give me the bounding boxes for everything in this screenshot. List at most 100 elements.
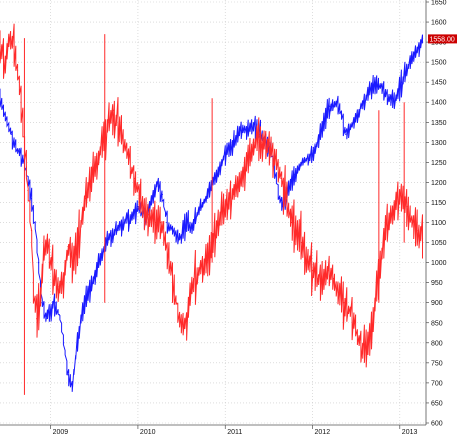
- data-point: [280, 177, 282, 180]
- data-point: [0, 101, 1, 103]
- data-point: [16, 149, 19, 151]
- y-tick-label: 1350: [431, 120, 447, 127]
- data-point: [240, 129, 242, 131]
- data-point: [306, 262, 308, 264]
- data-point: [112, 109, 115, 111]
- data-point: [275, 173, 277, 176]
- data-point: [362, 101, 364, 103]
- series-line: [0, 23, 423, 368]
- data-point: [191, 225, 193, 228]
- data-point: [76, 253, 78, 256]
- data-point: [278, 197, 280, 200]
- data-point: [76, 346, 78, 348]
- data-point: [196, 274, 198, 276]
- data-point: [380, 85, 382, 87]
- data-point: [89, 181, 91, 184]
- data-point: [9, 37, 11, 39]
- data-point: [329, 105, 331, 107]
- y-tick-label: 1250: [431, 160, 447, 167]
- data-point: [240, 181, 242, 184]
- data-point: [317, 278, 319, 280]
- data-point: [353, 322, 356, 324]
- data-point: [311, 270, 314, 272]
- data-point: [294, 173, 296, 176]
- data-point: [380, 262, 382, 264]
- data-point: [369, 89, 371, 91]
- x-tick-label: 2010: [140, 429, 156, 436]
- data-point: [80, 221, 82, 224]
- series-red: [0, 23, 424, 368]
- data-point: [390, 101, 392, 103]
- data-point: [421, 237, 424, 240]
- data-point: [27, 189, 29, 192]
- data-point: [411, 57, 413, 59]
- y-tick-label: 1100: [431, 220, 446, 227]
- y-tick-label: 1000: [431, 260, 447, 267]
- data-point: [10, 133, 12, 135]
- data-point: [176, 233, 178, 236]
- data-point: [100, 253, 102, 256]
- data-point: [34, 221, 36, 224]
- data-point: [16, 69, 19, 71]
- data-point: [247, 129, 249, 131]
- data-point: [226, 201, 228, 204]
- data-point: [247, 157, 249, 159]
- data-point: [395, 201, 397, 204]
- data-point: [133, 177, 136, 180]
- last-value-badge: [428, 34, 457, 44]
- data-point: [4, 61, 6, 63]
- data-point: [107, 237, 109, 240]
- y-tick-label: 750: [431, 360, 443, 367]
- data-point: [161, 193, 163, 196]
- data-point: [93, 278, 95, 280]
- data-point: [254, 141, 256, 143]
- data-point: [287, 189, 289, 192]
- data-point: [130, 217, 132, 220]
- data-point: [343, 302, 345, 304]
- data-point: [395, 97, 397, 99]
- data-point: [126, 153, 129, 155]
- data-point: [115, 229, 117, 232]
- data-point: [156, 181, 158, 184]
- y-tick-label: 1200: [431, 180, 447, 187]
- data-point: [332, 278, 335, 280]
- data-point: [400, 81, 403, 83]
- data-point: [32, 282, 34, 284]
- y-tick-label: 1050: [431, 240, 447, 247]
- data-point: [308, 157, 310, 159]
- data-point: [50, 310, 52, 312]
- x-tick-label: 2011: [227, 429, 242, 436]
- data-point: [416, 49, 418, 51]
- data-point: [390, 213, 392, 216]
- data-point: [175, 302, 177, 304]
- data-point: [54, 278, 56, 280]
- y-tick-label: 950: [431, 280, 443, 287]
- data-point: [253, 125, 255, 127]
- data-point: [20, 101, 22, 103]
- y-tick-label: 1300: [431, 140, 447, 147]
- data-point: [205, 197, 207, 200]
- data-point: [50, 262, 52, 264]
- data-point: [0, 45, 1, 47]
- data-point: [84, 197, 87, 200]
- data-point: [406, 205, 408, 208]
- data-point: [364, 350, 366, 352]
- data-point: [345, 133, 347, 135]
- data-point: [30, 229, 33, 232]
- data-point: [147, 213, 150, 216]
- data-point: [400, 197, 403, 200]
- data-point: [350, 125, 352, 127]
- data-point: [212, 181, 214, 184]
- data-point: [71, 386, 74, 388]
- data-point: [37, 262, 40, 264]
- y-tick-label: 1500: [431, 60, 447, 67]
- data-point: [80, 318, 82, 320]
- last-value-label: 1558.00: [430, 36, 455, 43]
- data-point: [290, 221, 293, 224]
- data-point: [421, 37, 424, 39]
- data-point: [43, 253, 45, 256]
- y-tick-label: 700: [431, 380, 443, 387]
- data-point: [219, 165, 221, 167]
